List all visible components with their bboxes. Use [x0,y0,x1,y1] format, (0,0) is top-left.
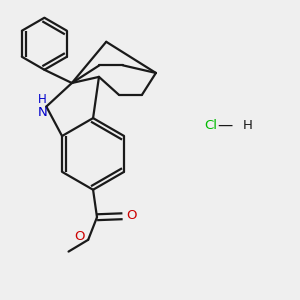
Text: O: O [75,230,85,243]
Text: Cl: Cl [204,119,217,132]
Text: O: O [126,209,136,222]
Text: H: H [242,119,252,132]
Text: H: H [38,93,47,106]
Text: N: N [38,106,47,119]
Text: —: — [217,118,232,133]
